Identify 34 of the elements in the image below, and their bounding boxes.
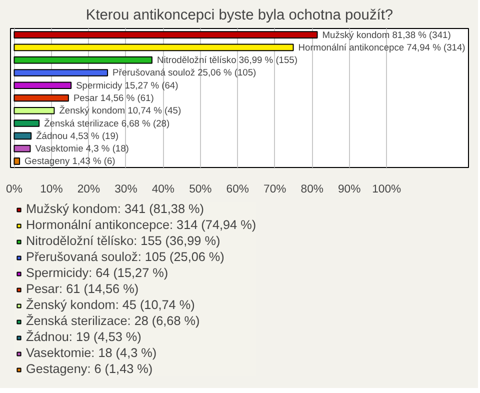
legend-label: Vasektomie: 18 (4,3 %): [26, 346, 157, 360]
data-label: Hormonální antikoncepce 74,94 % (314): [298, 42, 466, 52]
legend-label: Ženská sterilizace: 28 (6,68 %): [26, 314, 200, 328]
legend-label: Žádnou: 19 (4,53 %): [26, 330, 142, 344]
legend-label: Přerušovaná soulož: 105 (25,06 %): [26, 250, 224, 264]
data-label: Spermicidy 15,27 % (64): [76, 80, 178, 90]
legend-label: Mužský kondom: 341 (81,38 %): [26, 202, 204, 216]
data-label: Vasektomie 4,3 % (18): [35, 144, 129, 154]
legend-label: Gestageny: 6 (1,43 %): [26, 362, 153, 376]
x-tick-label: 60%: [226, 184, 249, 196]
data-label: Ženská sterilizace 6,68 % (28): [44, 117, 170, 128]
data-label: Mužský kondom 81,38 % (341): [322, 30, 451, 40]
legend-label: Ženský kondom: 45 (10,74 %): [26, 298, 195, 312]
data-label: Žádnou 4,53 % (19): [36, 130, 119, 141]
x-tick-label: 0%: [6, 184, 22, 196]
x-tick-label: 20%: [77, 184, 100, 196]
legend-label: Hormonální antikoncepce: 314 (74,94 %): [26, 218, 256, 232]
data-label: Gestageny 1,43 % (6): [24, 156, 116, 166]
x-tick-label: 90%: [338, 184, 361, 196]
data-label: Přerušovaná soulož 25,06 % (105): [112, 68, 256, 78]
chart-title: Kterou antikoncepci byste byla ochotna použít?: [86, 8, 394, 24]
legend-label: Spermicidy: 64 (15,27 %): [26, 266, 168, 280]
x-tick-label: 30%: [114, 184, 138, 196]
data-label: Nitroděložní tělísko 36,99 % (155): [156, 55, 298, 66]
data-label: Ženský kondom 10,74 % (45): [59, 104, 182, 116]
x-tick-label: 80%: [300, 184, 324, 196]
x-tick-label: 50%: [189, 184, 212, 196]
x-tick-label: 70%: [264, 184, 286, 196]
x-tick-label: 40%: [152, 184, 175, 196]
x-tick-label: 10%: [40, 184, 63, 196]
x-tick-label: 100%: [372, 184, 402, 196]
data-label: Pesar 14,56 % (61): [73, 93, 154, 103]
legend-label: Nitroděložní tělísko: 155 (36,99 %): [26, 234, 220, 248]
legend-label: Pesar: 61 (14,56 %): [26, 282, 139, 296]
